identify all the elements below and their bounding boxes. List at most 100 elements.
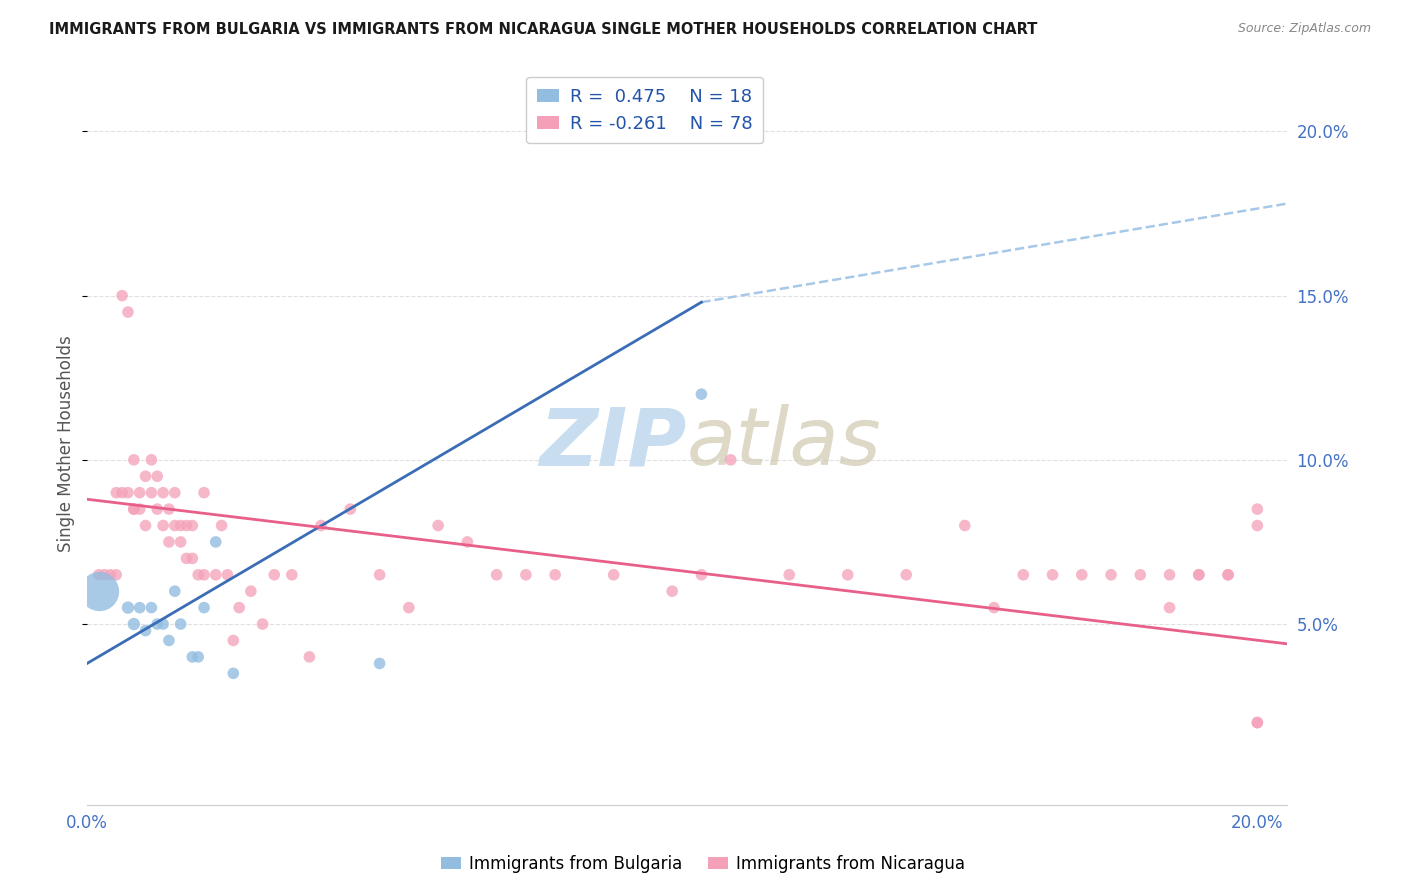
- Point: [1216, 567, 1239, 582]
- Point: [100, 567, 122, 582]
- Point: [117, 600, 139, 615]
- Point: [122, 617, 145, 632]
- Point: [128, 600, 150, 615]
- Point: [193, 567, 215, 582]
- Point: [1070, 567, 1092, 582]
- Point: [146, 502, 169, 516]
- Point: [427, 518, 450, 533]
- Point: [368, 567, 391, 582]
- Legend: Immigrants from Bulgaria, Immigrants from Nicaragua: Immigrants from Bulgaria, Immigrants fro…: [434, 848, 972, 880]
- Point: [169, 518, 191, 533]
- Point: [169, 617, 191, 632]
- Point: [87, 584, 110, 599]
- Point: [456, 535, 478, 549]
- Point: [122, 453, 145, 467]
- Point: [152, 485, 174, 500]
- Point: [141, 600, 163, 615]
- Point: [135, 518, 157, 533]
- Point: [204, 535, 226, 549]
- Point: [128, 502, 150, 516]
- Point: [1012, 567, 1035, 582]
- Point: [239, 584, 262, 599]
- Text: Source: ZipAtlas.com: Source: ZipAtlas.com: [1237, 22, 1371, 36]
- Point: [544, 567, 567, 582]
- Point: [690, 567, 713, 582]
- Point: [122, 502, 145, 516]
- Point: [228, 600, 250, 615]
- Point: [1246, 502, 1268, 516]
- Point: [1159, 600, 1181, 615]
- Point: [222, 666, 245, 681]
- Point: [163, 584, 186, 599]
- Y-axis label: Single Mother Households: Single Mother Households: [58, 335, 75, 552]
- Point: [1246, 715, 1268, 730]
- Point: [263, 567, 285, 582]
- Point: [1099, 567, 1122, 582]
- Point: [157, 633, 180, 648]
- Point: [1188, 567, 1211, 582]
- Point: [93, 567, 115, 582]
- Point: [398, 600, 420, 615]
- Point: [157, 535, 180, 549]
- Point: [720, 453, 742, 467]
- Point: [146, 617, 169, 632]
- Point: [111, 288, 134, 302]
- Point: [176, 518, 198, 533]
- Text: atlas: atlas: [686, 404, 882, 483]
- Point: [152, 518, 174, 533]
- Text: ZIP: ZIP: [540, 404, 686, 483]
- Point: [111, 485, 134, 500]
- Point: [181, 518, 204, 533]
- Point: [1246, 715, 1268, 730]
- Point: [1216, 567, 1239, 582]
- Point: [122, 502, 145, 516]
- Point: [141, 453, 163, 467]
- Point: [105, 485, 128, 500]
- Point: [217, 567, 239, 582]
- Point: [953, 518, 976, 533]
- Point: [983, 600, 1005, 615]
- Point: [690, 387, 713, 401]
- Point: [896, 567, 918, 582]
- Point: [187, 649, 209, 664]
- Point: [141, 485, 163, 500]
- Point: [163, 518, 186, 533]
- Point: [1188, 567, 1211, 582]
- Point: [193, 600, 215, 615]
- Point: [222, 633, 245, 648]
- Point: [281, 567, 304, 582]
- Point: [661, 584, 683, 599]
- Point: [87, 567, 110, 582]
- Point: [187, 567, 209, 582]
- Point: [1129, 567, 1152, 582]
- Point: [309, 518, 332, 533]
- Point: [252, 617, 274, 632]
- Point: [163, 485, 186, 500]
- Point: [135, 469, 157, 483]
- Point: [157, 502, 180, 516]
- Point: [181, 551, 204, 566]
- Point: [204, 567, 226, 582]
- Point: [193, 485, 215, 500]
- Point: [1246, 518, 1268, 533]
- Point: [515, 567, 537, 582]
- Point: [152, 617, 174, 632]
- Point: [837, 567, 859, 582]
- Point: [135, 624, 157, 638]
- Point: [368, 657, 391, 671]
- Point: [128, 485, 150, 500]
- Point: [339, 502, 361, 516]
- Point: [485, 567, 508, 582]
- Legend: R =  0.475    N = 18, R = -0.261    N = 78: R = 0.475 N = 18, R = -0.261 N = 78: [526, 77, 763, 144]
- Point: [176, 551, 198, 566]
- Point: [117, 485, 139, 500]
- Point: [298, 649, 321, 664]
- Text: IMMIGRANTS FROM BULGARIA VS IMMIGRANTS FROM NICARAGUA SINGLE MOTHER HOUSEHOLDS C: IMMIGRANTS FROM BULGARIA VS IMMIGRANTS F…: [49, 22, 1038, 37]
- Point: [105, 567, 128, 582]
- Point: [146, 469, 169, 483]
- Point: [169, 535, 191, 549]
- Point: [1159, 567, 1181, 582]
- Point: [1042, 567, 1064, 582]
- Point: [602, 567, 624, 582]
- Point: [117, 305, 139, 319]
